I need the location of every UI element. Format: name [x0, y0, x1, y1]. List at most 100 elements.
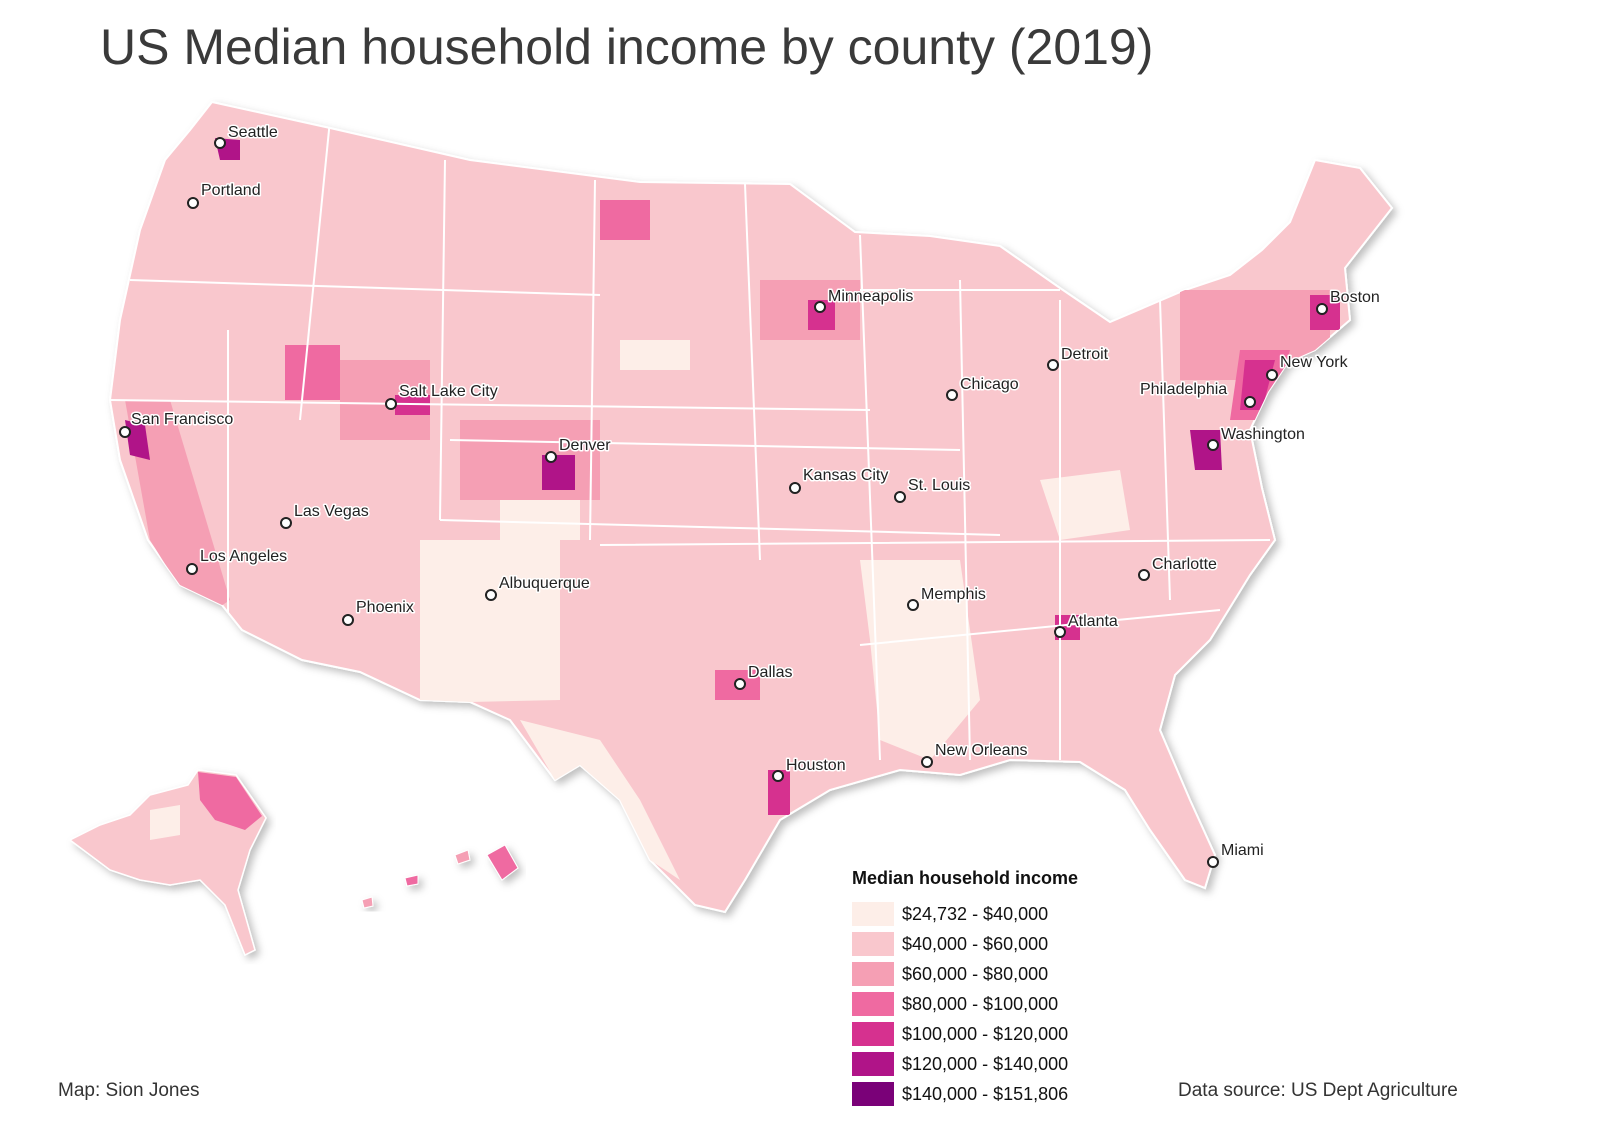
- city-marker: [1207, 439, 1219, 451]
- city-label: Memphis: [921, 586, 986, 603]
- alaska: [68, 769, 267, 957]
- legend-title: Median household income: [852, 868, 1079, 888]
- region-mid-colorado: [460, 420, 600, 500]
- city-marker: [1316, 303, 1328, 315]
- region-low-southwest: [420, 540, 560, 702]
- legend-label: $60,000 - $80,000: [902, 963, 1049, 984]
- city-marker: [1047, 359, 1059, 371]
- city-label: San Francisco: [131, 411, 233, 428]
- city-marker: [946, 389, 958, 401]
- city-marker: [1244, 396, 1256, 408]
- legend-item: $60,000 - $80,000: [852, 959, 1152, 989]
- city-marker: [907, 599, 919, 611]
- alaska-low-region: [150, 805, 180, 840]
- author-credit: Map: Sion Jones: [58, 1080, 200, 1101]
- city-label: Seattle: [228, 124, 278, 141]
- legend-item: $24,732 - $40,000: [852, 899, 1152, 929]
- region-low-oklahoma: [500, 500, 580, 540]
- region-high-dc: [1190, 430, 1222, 470]
- legend-swatch: [852, 1052, 894, 1076]
- region-high-bay-area: [125, 420, 150, 460]
- city-label: Charlotte: [1152, 556, 1217, 573]
- hawaii-maui: [454, 849, 471, 865]
- city-marker: [921, 756, 933, 768]
- region-mid-utah: [340, 360, 430, 440]
- city-label: Dallas: [748, 664, 792, 681]
- city-label: Minneapolis: [828, 288, 913, 305]
- legend-swatch: [852, 962, 894, 986]
- legend-item: $80,000 - $100,000: [852, 989, 1152, 1019]
- legend-label: $100,000 - $120,000: [902, 1023, 1069, 1044]
- city-marker: [814, 301, 826, 313]
- city-label: New Orleans: [935, 742, 1027, 759]
- city-label: Chicago: [960, 376, 1019, 393]
- region-high-denver: [542, 455, 575, 490]
- city-label: St. Louis: [908, 477, 970, 494]
- hawaii: [361, 844, 519, 909]
- city-marker: [1138, 569, 1150, 581]
- region-low-texas-border: [520, 720, 680, 880]
- conus-outline: [108, 100, 1394, 914]
- region-low-mississippi: [860, 560, 980, 760]
- legend-swatch: [852, 1082, 894, 1106]
- city-label: Denver: [559, 437, 611, 454]
- city-label: Portland: [201, 182, 261, 199]
- region-mid-northeast: [1180, 290, 1330, 380]
- border-lines-vertical: [227, 119, 1171, 761]
- city-marker: [485, 589, 497, 601]
- legend: Median household income $24,732 - $40,00…: [852, 868, 1152, 1109]
- city-marker: [280, 517, 292, 529]
- map-title: US Median household income by county (20…: [100, 19, 1154, 75]
- region-low-appalachia: [1040, 470, 1130, 540]
- legend-label: $80,000 - $100,000: [902, 993, 1059, 1014]
- legend-swatch: [852, 902, 894, 926]
- city-marker: [789, 482, 801, 494]
- source-credit: Data source: US Dept Agriculture: [1178, 1080, 1458, 1101]
- city-label: New York: [1280, 354, 1349, 371]
- legend-item: $100,000 - $120,000: [852, 1019, 1152, 1049]
- state-borders: [110, 119, 1271, 761]
- city-label: Houston: [786, 757, 846, 774]
- legend-item: $120,000 - $140,000: [852, 1049, 1152, 1079]
- city-label: Philadelphia: [1140, 381, 1227, 398]
- city-label: Salt Lake City: [399, 383, 498, 400]
- city-label: Kansas City: [803, 467, 888, 484]
- hawaii-kauai: [361, 896, 374, 909]
- city-marker: [385, 398, 397, 410]
- city-label: Washington: [1221, 426, 1305, 443]
- city-marker: [545, 451, 557, 463]
- city-markers: Seattle Portland San Francisco Los Angeles L…: [119, 123, 1381, 868]
- region-high-slc: [395, 395, 430, 415]
- city-marker: [187, 197, 199, 209]
- city-marker: [1207, 856, 1219, 868]
- legend-label: $24,732 - $40,000: [902, 903, 1049, 924]
- region-mid-wyoming: [285, 345, 340, 400]
- hawaii-big-island: [486, 844, 519, 881]
- income-regions: [125, 138, 1340, 880]
- city-label: Boston: [1330, 289, 1380, 306]
- region-low-dakota: [620, 340, 690, 370]
- legend-label: $40,000 - $60,000: [902, 933, 1049, 954]
- legend-swatch: [852, 992, 894, 1016]
- region-mid-nd-oil: [600, 200, 650, 240]
- border-lines-horizontal: [110, 279, 1271, 646]
- city-marker: [1266, 369, 1278, 381]
- city-marker: [1054, 626, 1066, 638]
- city-marker: [894, 491, 906, 503]
- hawaii-oahu: [404, 874, 419, 887]
- city-label: Albuquerque: [499, 575, 590, 592]
- city-label: Las Vegas: [294, 503, 369, 520]
- legend-item: $140,000 - $151,806: [852, 1079, 1152, 1109]
- legend-swatch: [852, 932, 894, 956]
- city-marker: [214, 137, 226, 149]
- city-label: Atlanta: [1068, 613, 1118, 630]
- city-marker: [342, 614, 354, 626]
- city-marker: [734, 678, 746, 690]
- legend-rows: $24,732 - $40,000 $40,000 - $60,000 $60,00…: [852, 899, 1152, 1109]
- contiguous-us: [108, 100, 1394, 914]
- city-label: Phoenix: [356, 599, 414, 616]
- legend-item: $40,000 - $60,000: [852, 929, 1152, 959]
- legend-label: $120,000 - $140,000: [902, 1053, 1069, 1074]
- legend-label: $140,000 - $151,806: [902, 1083, 1069, 1104]
